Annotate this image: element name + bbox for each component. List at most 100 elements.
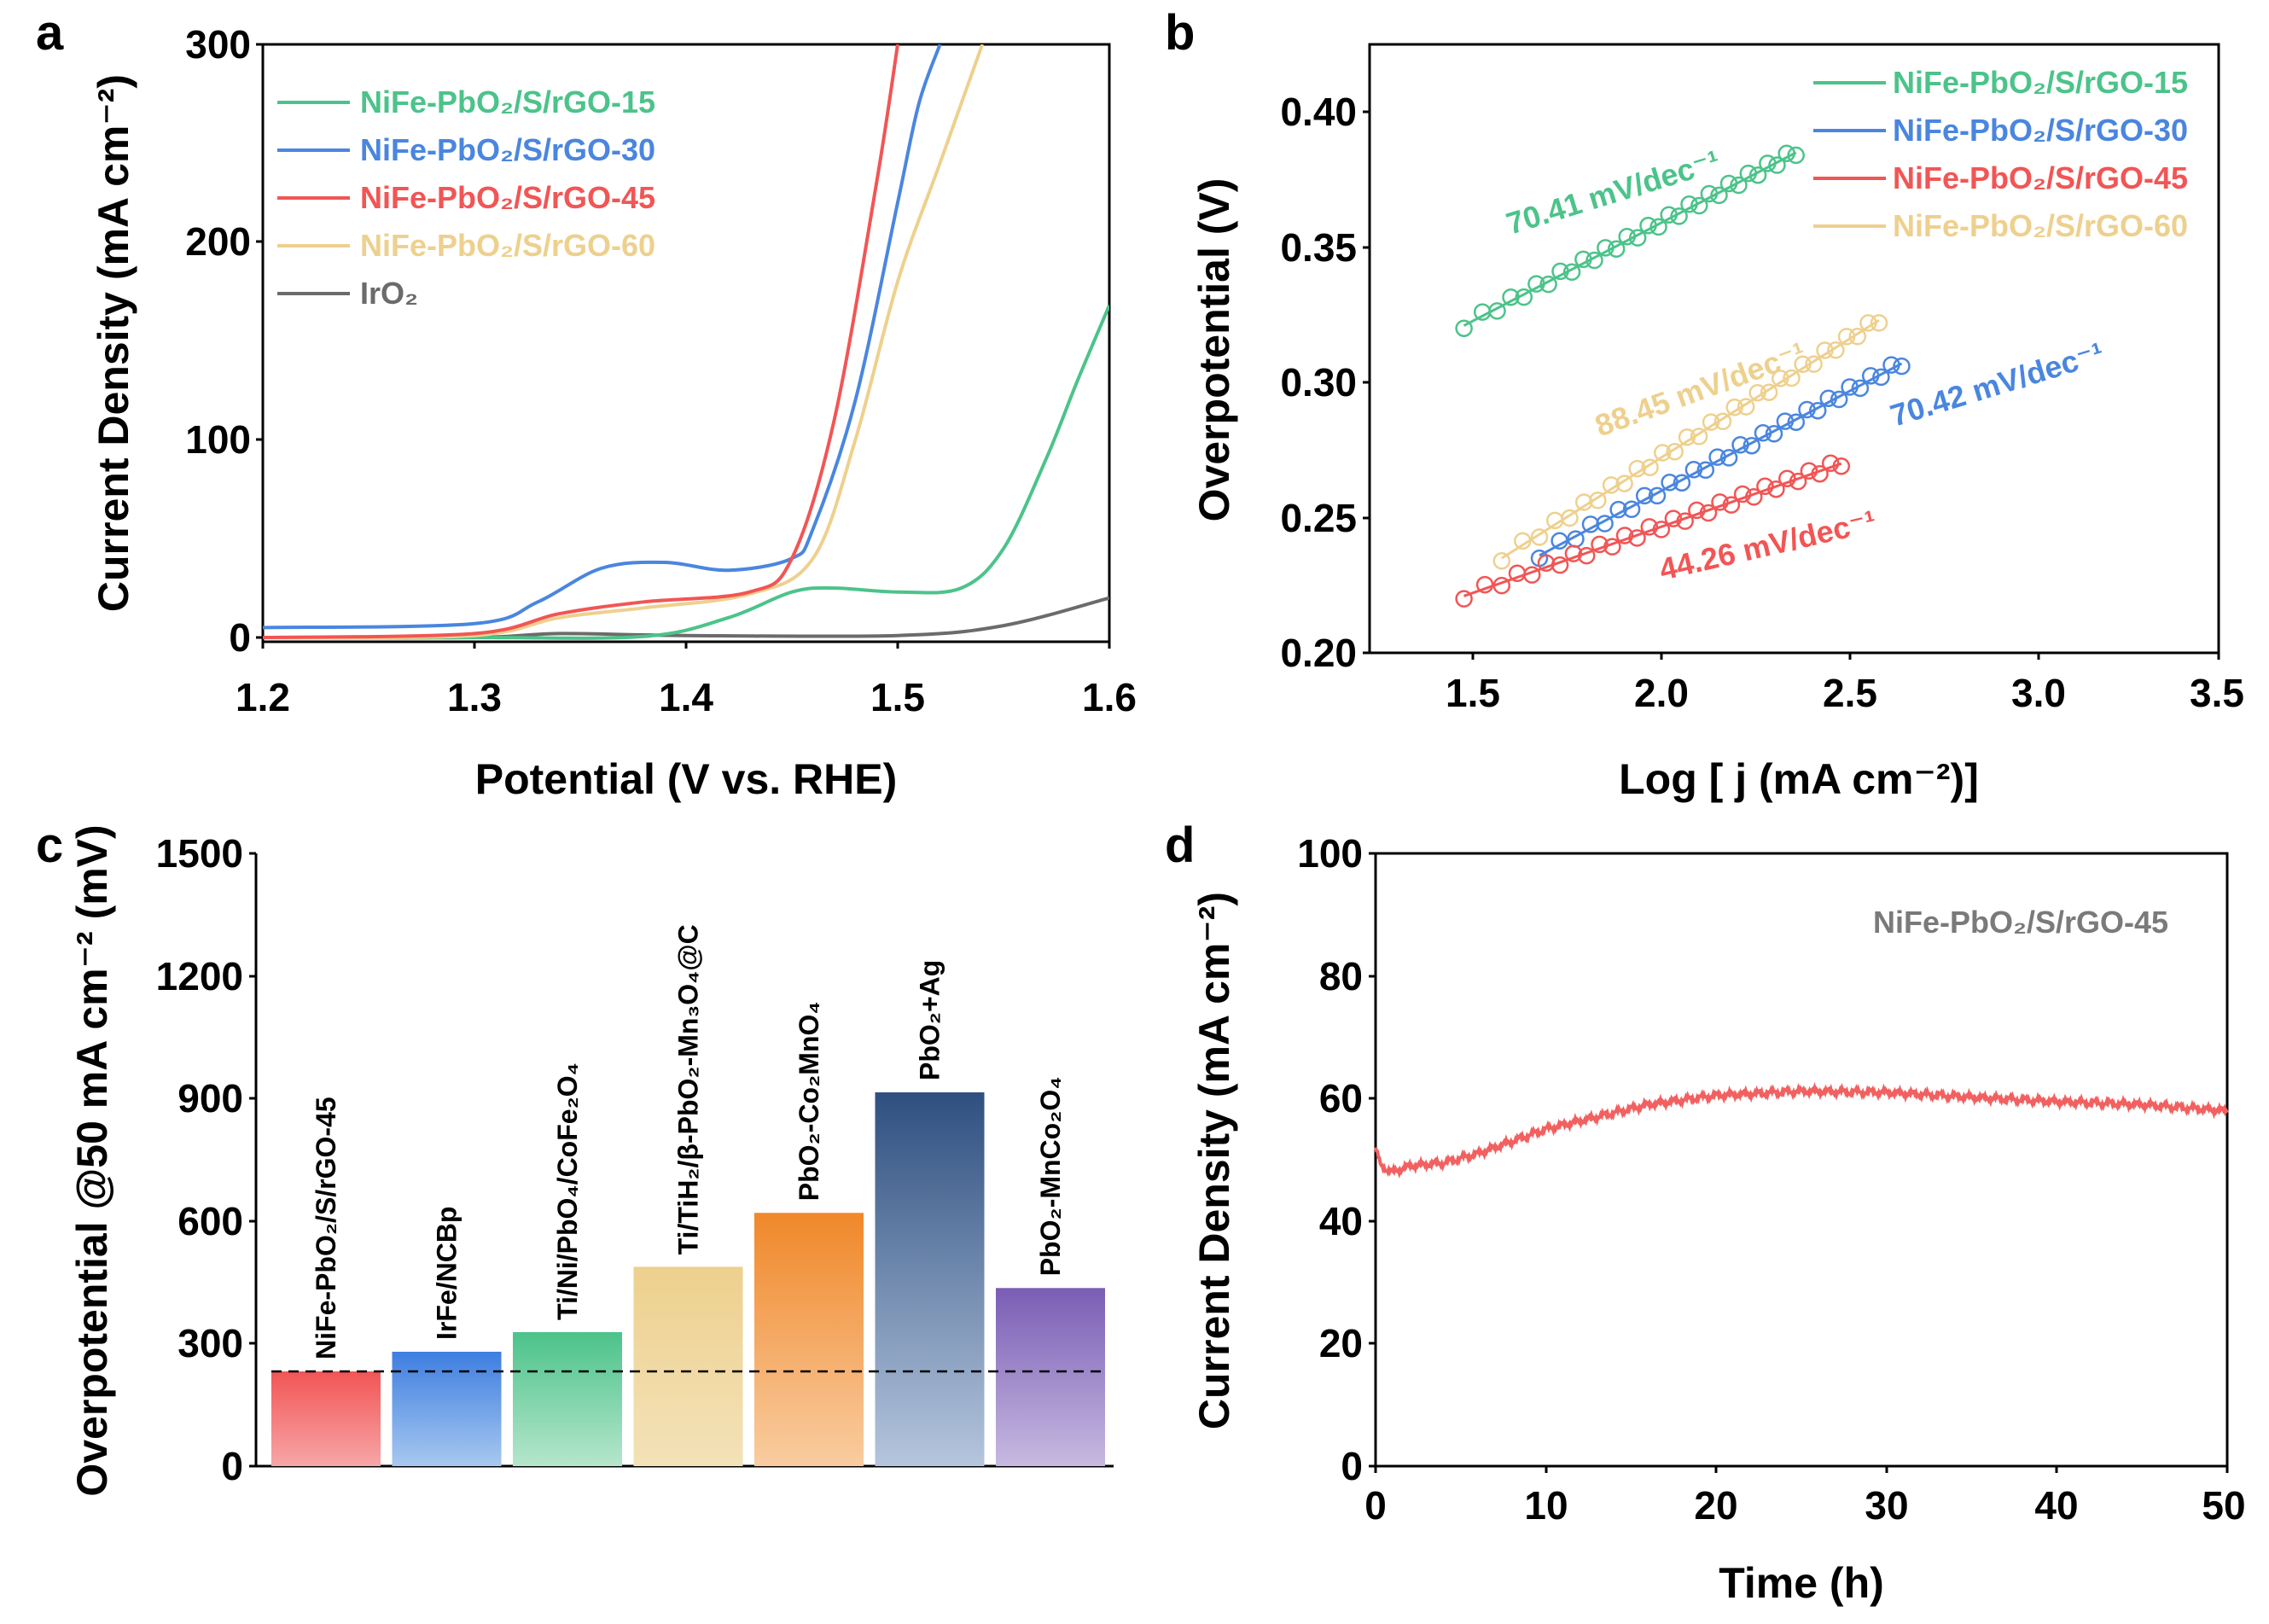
data-point <box>1789 472 1807 491</box>
bar <box>271 1371 381 1466</box>
x-tick-label: 1.6 <box>1082 675 1137 719</box>
data-point <box>1699 503 1718 522</box>
data-point <box>1760 383 1778 401</box>
y-axis-title: Current Density (mA cm⁻²) <box>1190 892 1238 1429</box>
panel-d-y-ticks: 0 20 40 60 80 100 <box>1297 831 1376 1488</box>
data-point <box>1722 496 1741 514</box>
panel-d: d 0 20 40 60 80 100 0 10 20 30 <box>1165 818 2246 1607</box>
data-point <box>1832 457 1851 475</box>
data-point <box>1455 319 1473 337</box>
data-point <box>1680 195 1698 213</box>
series-line <box>1374 1081 2229 1179</box>
series-line <box>263 305 1109 640</box>
data-point <box>1787 146 1805 165</box>
data-point <box>1690 428 1708 445</box>
y-tick-label: 300 <box>177 1321 243 1365</box>
y-axis-title: Current Density (mA cm⁻²) <box>90 74 137 612</box>
slope-label: 70.42 mV/dec⁻¹ <box>1886 335 2108 434</box>
panel-b-legend: NiFe-PbO₂/S/rGO-15 NiFe-PbO₂/S/rGO-30 Ni… <box>1813 65 2188 243</box>
bar <box>392 1351 502 1466</box>
legend-label: NiFe-PbO₂/S/rGO-60 <box>1893 208 2188 243</box>
data-point <box>1859 314 1877 332</box>
bar-category-label: Ti/Ni/PbO₄/CoFe₂O₄ <box>552 1062 583 1320</box>
legend-label: NiFe-PbO₂/S/rGO-45 <box>1893 160 2188 195</box>
bar-category-label: NiFe-PbO₂/S/rGO-45 <box>311 1097 341 1359</box>
data-point <box>1602 476 1620 494</box>
bar <box>633 1266 743 1466</box>
data-point <box>1640 518 1659 536</box>
panel-a-y-ticks: 0 100 200 300 <box>185 22 263 660</box>
data-point <box>1848 328 1867 346</box>
data-point <box>1639 217 1657 235</box>
y-tick-label: 0.30 <box>1280 360 1357 405</box>
data-point <box>1455 590 1473 608</box>
bar <box>875 1092 985 1466</box>
data-point <box>1800 462 1818 480</box>
data-point <box>1550 556 1569 574</box>
bar-category-label: PbO₂-MnCo₂O₄ <box>1035 1076 1066 1276</box>
panel-a-x-ticks: 1.2 1.3 1.4 1.5 1.6 <box>236 642 1137 719</box>
data-point <box>1635 486 1654 505</box>
data-point <box>1742 436 1761 455</box>
data-point <box>1628 459 1646 478</box>
data-point <box>1622 500 1641 519</box>
y-axis-title: Overpotential @50 mA cm⁻² (mV) <box>68 824 116 1496</box>
bar-category-label: PbO₂+Ag <box>915 960 945 1080</box>
data-point <box>1816 341 1834 359</box>
panel-b-frame <box>1368 43 2220 655</box>
data-point <box>1819 389 1837 407</box>
data-point <box>1673 474 1691 492</box>
data-point <box>1778 469 1796 487</box>
data-point <box>1708 448 1726 466</box>
data-point <box>1488 302 1506 320</box>
data-point <box>1676 512 1694 530</box>
data-point <box>1783 369 1801 387</box>
x-tick-label: 1.5 <box>1446 671 1500 715</box>
data-point <box>1696 461 1715 480</box>
y-tick-label: 40 <box>1319 1199 1363 1243</box>
data-point <box>1562 263 1581 282</box>
data-point <box>1609 500 1627 519</box>
y-axis-title: Overpotential (V) <box>1190 178 1238 522</box>
panel-c: c 0 300 600 900 1200 1500 Overpotential … <box>36 818 1114 1497</box>
data-point <box>1492 552 1511 570</box>
data-point <box>1830 390 1848 409</box>
data-point <box>1564 544 1583 562</box>
panel-a-letter: a <box>36 5 64 61</box>
x-tick-label: 1.2 <box>236 675 290 719</box>
tafel-series <box>1455 144 1805 337</box>
data-point <box>1768 156 1786 174</box>
data-point <box>1628 529 1646 547</box>
data-point <box>1615 527 1634 544</box>
x-tick-label: 3.5 <box>2190 671 2244 715</box>
sample-annotation: NiFe-PbO₂/S/rGO-45 <box>1873 905 2168 940</box>
data-point <box>1589 492 1607 509</box>
data-point <box>1591 535 1609 554</box>
data-point <box>1794 355 1812 374</box>
data-point <box>1551 262 1569 281</box>
panel-a-plot <box>263 44 1109 640</box>
slope-label: 70.41 mV/dec⁻¹ <box>1502 143 1724 242</box>
y-tick-label: 0.20 <box>1280 631 1357 675</box>
data-point <box>1748 383 1766 402</box>
data-point <box>1837 328 1856 346</box>
data-point <box>1607 240 1626 258</box>
data-point <box>1777 144 1795 163</box>
data-point <box>1731 436 1749 454</box>
y-tick-label: 100 <box>185 417 251 462</box>
data-point <box>1730 176 1748 195</box>
panel-c-y-ticks: 0 300 600 900 1200 1500 <box>156 831 256 1488</box>
data-point <box>1700 184 1719 203</box>
y-tick-label: 600 <box>177 1199 243 1243</box>
panel-b-plot <box>1455 144 1911 608</box>
data-point <box>1702 413 1720 431</box>
x-tick-label: 3.0 <box>2011 671 2066 715</box>
tafel-series <box>1455 454 1851 608</box>
data-point <box>1666 443 1684 461</box>
data-point <box>1654 444 1672 462</box>
x-axis-title: Time (h) <box>1719 1559 1884 1607</box>
data-point <box>1713 412 1732 431</box>
data-point <box>1515 288 1533 306</box>
x-tick-label: 40 <box>2034 1483 2078 1528</box>
